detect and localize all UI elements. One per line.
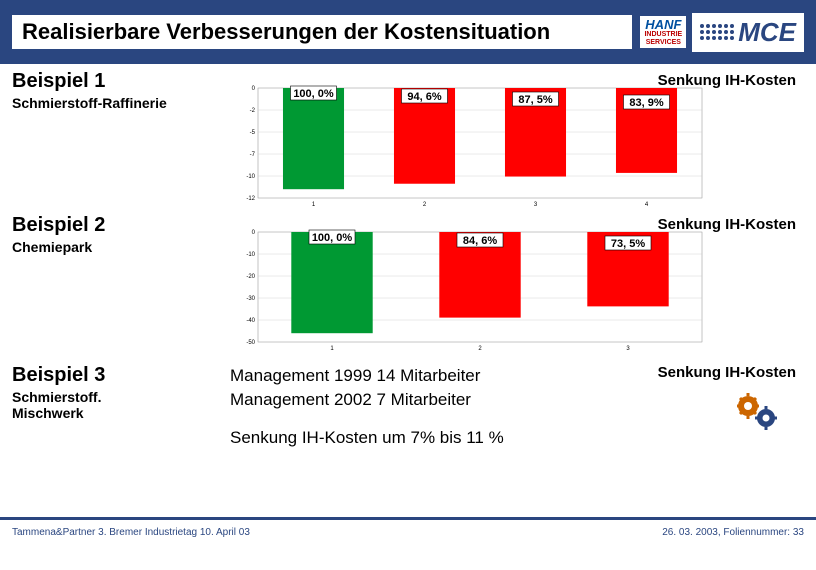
svg-text:100, 0%: 100, 0%: [312, 232, 353, 244]
svg-text:3: 3: [534, 202, 538, 208]
svg-text:84, 6%: 84, 6%: [463, 235, 497, 247]
svg-text:2: 2: [423, 202, 427, 208]
svg-text:-40: -40: [246, 318, 255, 324]
svg-text:2: 2: [478, 346, 482, 352]
svg-text:87, 5%: 87, 5%: [518, 94, 552, 106]
sec1-chart: Senkung IH-Kosten 0 -2 -5 -7 -10 -12 100, 0% 1 9…: [230, 70, 804, 210]
hanf-top: HANF: [644, 18, 682, 32]
svg-text:1: 1: [312, 202, 316, 208]
svg-text:-30: -30: [246, 296, 255, 302]
sec1-labels: Beispiel 1 Schmierstoff-Raffinerie: [12, 70, 222, 111]
svg-text:-50: -50: [246, 340, 255, 346]
svg-text:-20: -20: [246, 274, 255, 280]
mce-logo: MCE: [692, 13, 804, 52]
bottom-divider: [0, 517, 816, 520]
sec1-senk: Senkung IH-Kosten: [658, 72, 796, 89]
section-1: Beispiel 1 Schmierstoff-Raffinerie Senku…: [12, 70, 804, 210]
svg-text:3: 3: [626, 346, 630, 352]
svg-text:0: 0: [252, 230, 256, 236]
hanf-mid: INDUSTRIE: [644, 31, 682, 38]
section-3: Beispiel 3 Schmierstoff. Mischwerk Senku…: [12, 364, 804, 449]
footer-left: Tammena&Partner 3. Bremer Industrietag 1…: [12, 527, 250, 538]
sec3-line3: Senkung IH-Kosten um 7% bis 11 %: [230, 426, 804, 450]
svg-text:-12: -12: [246, 196, 255, 202]
mce-dots-icon: [700, 24, 734, 40]
footer-right: 26. 03. 2003, Foliennummer: 33: [662, 527, 804, 538]
hanf-bot: SERVICES: [644, 39, 682, 46]
svg-text:-7: -7: [250, 152, 256, 158]
svg-text:0: 0: [252, 86, 256, 92]
logos: HANF INDUSTRIE SERVICES MCE: [640, 13, 804, 52]
mce-text: MCE: [738, 17, 796, 48]
sec2-heading: Beispiel 2: [12, 214, 222, 237]
sec2-labels: Beispiel 2 Chemiepark: [12, 214, 222, 255]
sec2-senk: Senkung IH-Kosten: [658, 216, 796, 233]
header: Realisierbare Verbesserungen der Kostens…: [0, 0, 816, 64]
svg-text:-5: -5: [250, 130, 256, 136]
svg-text:1: 1: [330, 346, 334, 352]
page-title: Realisierbare Verbesserungen der Kostens…: [12, 15, 632, 48]
section-2: Beispiel 2 Chemiepark Senkung IH-Kosten …: [12, 214, 804, 354]
sec3-heading: Beispiel 3: [12, 364, 222, 387]
sec3-labels: Beispiel 3 Schmierstoff. Mischwerk: [12, 364, 222, 421]
sec2-chart: Senkung IH-Kosten 0 -10 -20 -30 -40 -50 100, 0…: [230, 214, 804, 354]
gears-icon: [728, 384, 784, 440]
hanf-logo: HANF INDUSTRIE SERVICES: [640, 16, 686, 48]
sec3-senk: Senkung IH-Kosten: [658, 364, 796, 381]
sec2-sub: Chemiepark: [12, 239, 222, 255]
sec1-sub: Schmierstoff-Raffinerie: [12, 95, 222, 111]
svg-text:-10: -10: [246, 252, 255, 258]
svg-text:100, 0%: 100, 0%: [293, 88, 334, 100]
sec3-line2: Management 2002 7 Mitarbeiter: [230, 388, 804, 412]
svg-text:-10: -10: [246, 174, 255, 180]
content: Beispiel 1 Schmierstoff-Raffinerie Senku…: [0, 64, 816, 544]
svg-text:73, 5%: 73, 5%: [611, 238, 645, 250]
svg-text:94, 6%: 94, 6%: [407, 91, 441, 103]
sec3-sub: Schmierstoff. Mischwerk: [12, 389, 222, 421]
svg-text:4: 4: [645, 202, 649, 208]
sec1-heading: Beispiel 1: [12, 70, 222, 93]
svg-text:-2: -2: [250, 108, 256, 114]
svg-text:83, 9%: 83, 9%: [629, 97, 663, 109]
